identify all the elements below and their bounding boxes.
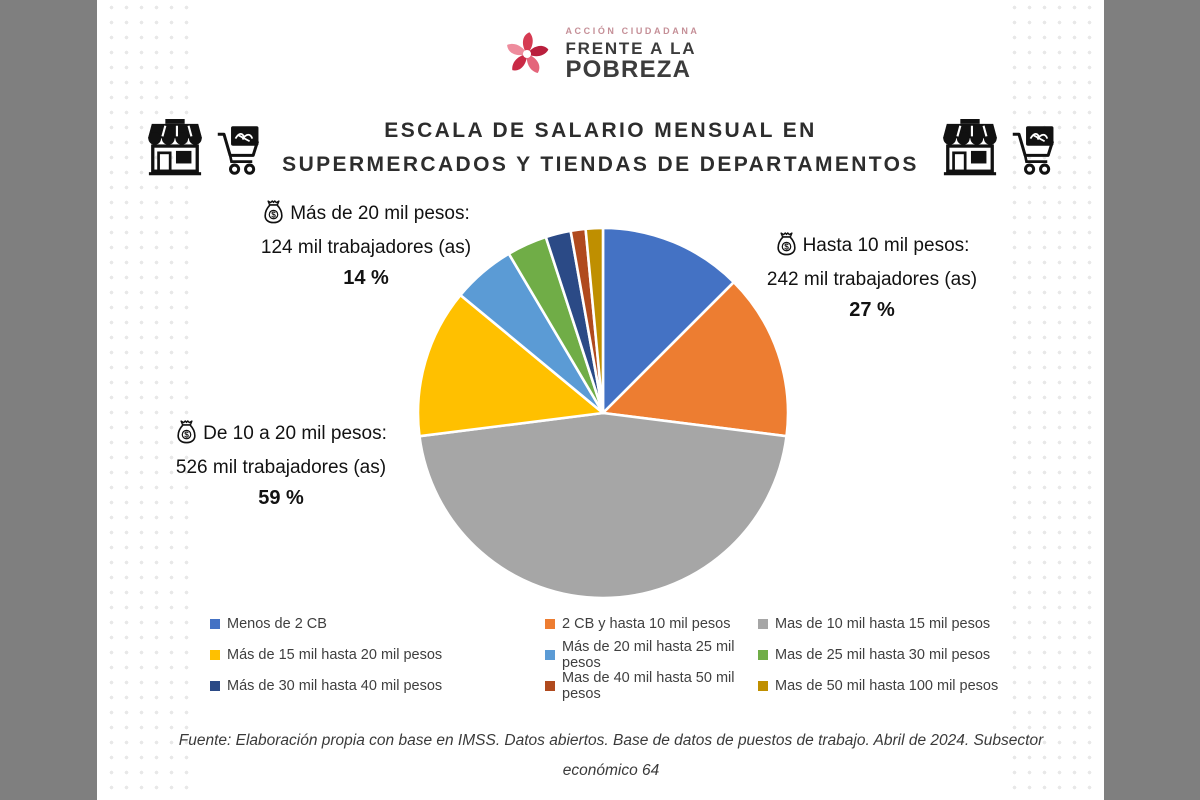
storefront-icon [144, 119, 206, 177]
legend-label: Más de 15 mil hasta 20 mil pesos [227, 646, 443, 663]
pie-slice-8 [584, 226, 605, 415]
legend-item-0: Menos de 2 CB [210, 613, 545, 634]
storefront-icon [939, 119, 1001, 177]
legend-label: Menos de 2 CB [227, 615, 327, 632]
legend-swatch [758, 680, 768, 691]
legend-label: Mas de 40 mil hasta 50 mil pesos [562, 669, 735, 702]
legend-item-7: Mas de 40 mil hasta 50 mil pesos [545, 670, 758, 702]
legend-swatch [545, 618, 555, 629]
legend-item-3: Más de 15 mil hasta 20 mil pesos [210, 644, 545, 665]
legend: Menos de 2 CB 2 CB y hasta 10 mil pesos Ma… [210, 613, 1008, 702]
legend-item-1: 2 CB y hasta 10 mil pesos [545, 613, 758, 634]
legend-swatch [545, 680, 555, 691]
annotation-group-label: De 10 a 20 mil pesos: [203, 423, 387, 444]
org-logo: ACCIÓN CIUDADANA FRENTE A LA POBREZA [0, 26, 1200, 83]
money-bag-icon [775, 231, 798, 266]
shopping-cart-icon [1011, 125, 1057, 177]
shopping-cart-icon [216, 125, 262, 177]
legend-swatch [210, 649, 220, 660]
logo-tagline: ACCIÓN CIUDADANA [565, 26, 700, 36]
legend-label: Mas de 50 mil hasta 100 mil pesos [775, 677, 999, 694]
legend-label: Más de 30 mil hasta 40 mil pesos [227, 677, 443, 694]
pie-slice-2 [418, 411, 788, 600]
pie-slice-0 [601, 226, 736, 415]
annotation-group-label: Más de 20 mil pesos: [290, 203, 470, 224]
page-title: ESCALA DE SALARIO MENSUAL EN SUPERMERCAD… [282, 114, 919, 182]
right-decor-icons [939, 119, 1057, 177]
legend-label: Más de 20 mil hasta 25 mil pesos [562, 638, 735, 671]
annotation-percent: 14 % [343, 266, 389, 289]
pie-chart [416, 226, 790, 600]
legend-swatch [758, 649, 768, 660]
pie-slice-1 [601, 280, 790, 438]
annotation-percent: 27 % [849, 298, 895, 321]
legend-label: Mas de 10 mil hasta 15 mil pesos [775, 615, 991, 632]
money-bag-icon [175, 419, 198, 454]
pinwheel-icon [500, 27, 554, 81]
legend-item-5: Mas de 25 mil hasta 30 mil pesos [758, 644, 1008, 665]
pie-slice-3 [416, 293, 605, 438]
annotation-workers: 124 mil trabajadores (as) [260, 236, 472, 258]
right-gray-margin [1100, 0, 1200, 800]
legend-item-6: Más de 30 mil hasta 40 mil pesos [210, 675, 545, 696]
left-decor-icons [144, 119, 262, 177]
legend-label: Mas de 25 mil hasta 30 mil pesos [775, 646, 991, 663]
legend-swatch [210, 680, 220, 691]
pie-chart-wrap [413, 223, 793, 603]
logo-name-line1: FRENTE A LA [565, 39, 697, 58]
annotation-de-10-a-20-mil: De 10 a 20 mil pesos: 526 mil trabajador… [146, 419, 416, 513]
left-gray-margin [0, 0, 101, 800]
annotation-mas-de-20-mil: Más de 20 mil pesos: 124 mil trabajadore… [220, 199, 512, 293]
annotation-workers: 242 mil trabajadores (as) [766, 268, 978, 290]
annotation-percent: 59 % [258, 486, 304, 509]
logo-name-line2: POBREZA [565, 56, 692, 84]
legend-swatch [545, 649, 555, 660]
page-title-line2: SUPERMERCADOS Y TIENDAS DE DEPARTAMENTOS [282, 153, 919, 177]
legend-item-2: Mas de 10 mil hasta 15 mil pesos [758, 613, 1008, 634]
source-note: Fuente: Elaboración propia con base en I… [178, 732, 1044, 780]
legend-swatch [758, 618, 768, 629]
money-bag-icon [262, 199, 285, 234]
legend-swatch [210, 618, 220, 629]
annotation-hasta-10-mil: Hasta 10 mil pesos: 242 mil trabajadores… [738, 231, 1006, 325]
legend-label: 2 CB y hasta 10 mil pesos [562, 615, 731, 632]
legend-item-4: Más de 20 mil hasta 25 mil pesos [545, 639, 758, 671]
page-title-line1: ESCALA DE SALARIO MENSUAL EN [384, 119, 817, 142]
legend-item-8: Mas de 50 mil hasta 100 mil pesos [758, 675, 1008, 696]
title-band: ESCALA DE SALARIO MENSUAL EN SUPERMERCAD… [105, 114, 1096, 182]
annotation-group-label: Hasta 10 mil pesos: [802, 235, 970, 256]
annotation-workers: 526 mil trabajadores (as) [175, 456, 387, 478]
